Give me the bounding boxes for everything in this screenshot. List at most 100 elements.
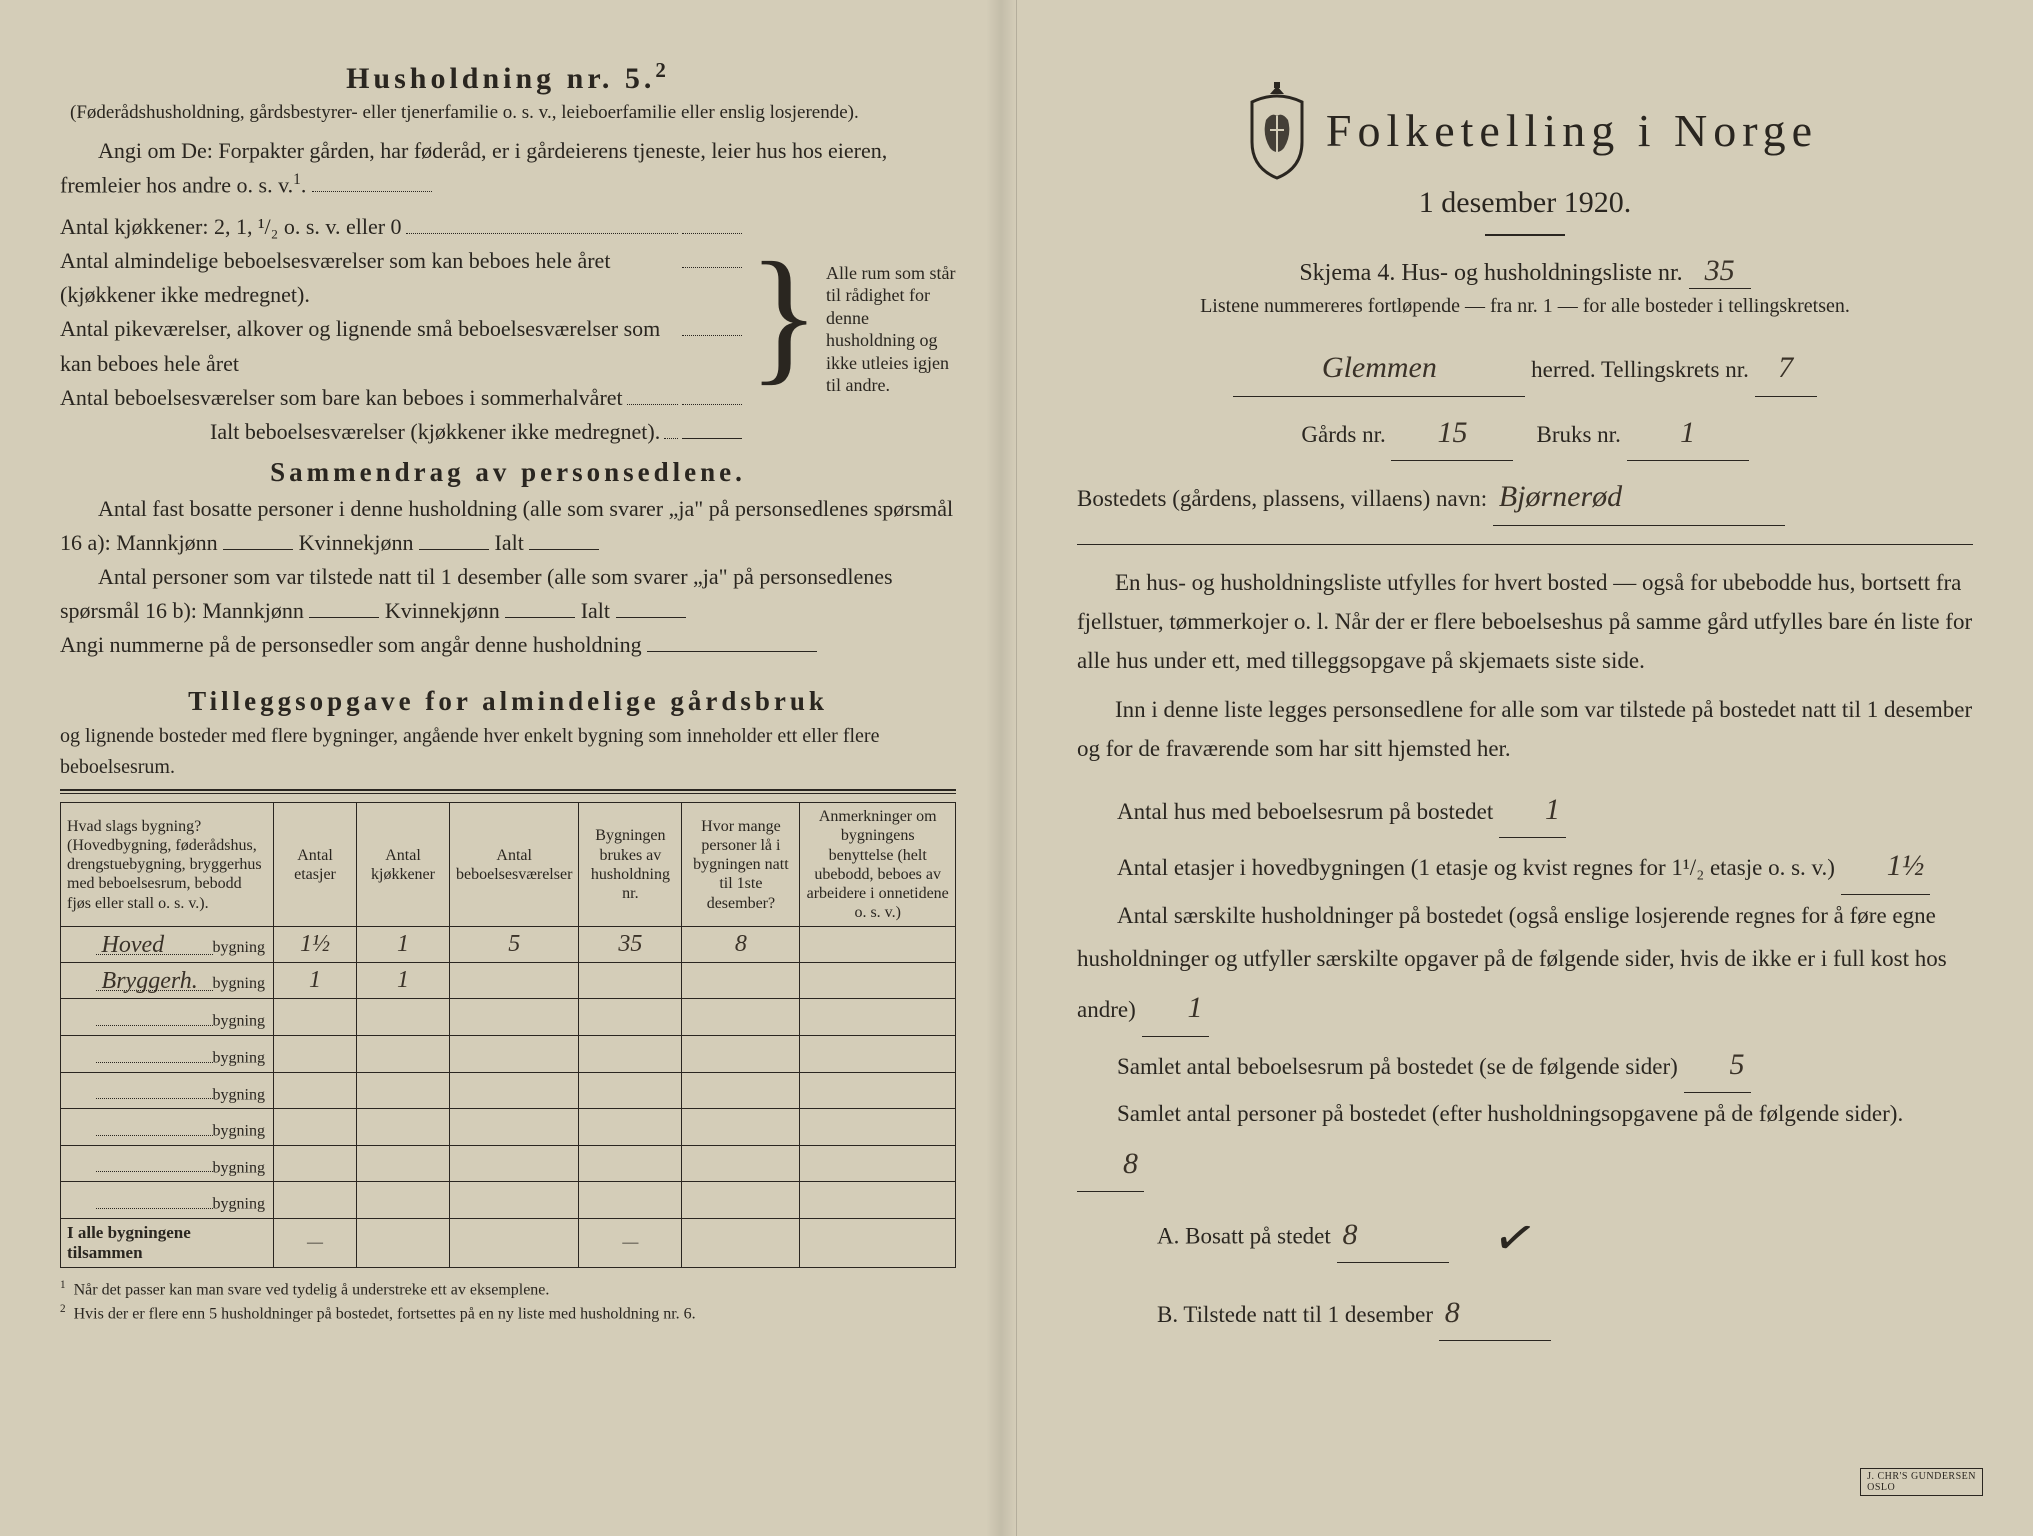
cell-kjokken — [357, 1182, 450, 1219]
sam-a-k: Kvinnekjønn — [299, 530, 414, 555]
cell-etasjer — [274, 1182, 357, 1219]
gard-label: Gårds nr. — [1301, 422, 1385, 447]
skjema-line: Skjema 4. Hus- og husholdningsliste nr. … — [1077, 254, 1973, 289]
questions: Antal hus med beboelsesrum på bostedet 1… — [1077, 782, 1973, 1341]
q2-value: 1½ — [1841, 838, 1931, 895]
cell-vaerelser — [450, 1036, 579, 1073]
cell-bygning: Bryggerh.bygning — [61, 963, 274, 999]
q4-label: Samlet antal beboelsesrum på bostedet (s… — [1117, 1054, 1678, 1079]
krets-value: 7 — [1755, 340, 1817, 397]
qA-label: A. Bosatt på stedet — [1157, 1224, 1331, 1249]
cell-anmerk — [800, 927, 956, 963]
listene-note: Listene nummereres fortløpende — fra nr.… — [1077, 295, 1973, 318]
table-header-row: Hvad slags bygning? (Hovedbygning, føder… — [61, 803, 956, 927]
footnote-1: Når det passer kan man svare ved tydelig… — [74, 1281, 550, 1298]
sum-dash: — — [579, 1218, 682, 1267]
rooms-b-row: Antal pikeværelser, alkover og lignende … — [60, 312, 742, 380]
table-row: bygning — [61, 1145, 956, 1182]
check-mark-icon: ✓ — [1485, 1189, 1545, 1288]
q5-value: 8 — [1077, 1136, 1144, 1193]
cell-etasjer — [274, 999, 357, 1036]
cell-husholdning: 35 — [579, 927, 682, 963]
th-husholdning: Bygningen brukes av husholdning nr. — [579, 803, 682, 927]
para2: Inn i denne liste legges personsedlene f… — [1077, 690, 1973, 768]
cell-vaerelser — [450, 999, 579, 1036]
q4-value: 5 — [1684, 1037, 1751, 1094]
sum-label: I alle bygningene tilsammen — [61, 1218, 274, 1267]
brace-note: Alle rum som står til rådighet for denne… — [826, 262, 956, 397]
angi-line: Angi om De: Forpakter gården, har føderå… — [60, 134, 956, 203]
cell-personer — [682, 1109, 800, 1146]
th-vaerelser: Antal beboelsesværelser — [450, 803, 579, 927]
h5-title: Husholdning nr. 5. — [346, 62, 655, 95]
cell-personer — [682, 963, 800, 999]
cell-bygning: bygning — [61, 1109, 274, 1146]
sam-c: Angi nummerne på de personsedler som ang… — [60, 632, 642, 657]
cell-husholdning — [579, 963, 682, 999]
cell-anmerk — [800, 963, 956, 999]
footnote-2: Hvis der er flere enn 5 husholdninger på… — [74, 1305, 696, 1322]
cell-husholdning — [579, 1072, 682, 1109]
table-row: bygning — [61, 1036, 956, 1073]
cell-personer: 8 — [682, 927, 800, 963]
bruks-value: 1 — [1627, 405, 1749, 462]
cell-anmerk — [800, 1036, 956, 1073]
cell-bygning: bygning — [61, 1072, 274, 1109]
header: Folketelling i Norge 1 desember 1920. — [1077, 80, 1973, 236]
herred-label: herred. Tellingskrets nr. — [1531, 357, 1749, 382]
bosted-value: Bjørnerød — [1493, 469, 1785, 526]
cell-personer — [682, 1036, 800, 1073]
q2-label: Antal etasjer i hovedbygningen (1 etasje… — [1117, 855, 1835, 880]
cell-kjokken — [357, 1145, 450, 1182]
sam-b-i: Ialt — [581, 598, 610, 623]
section-tillegg: Tilleggsopgave for almindelige gårdsbruk — [60, 686, 956, 717]
right-page: Folketelling i Norge 1 desember 1920. Sk… — [1017, 0, 2033, 1536]
cell-etasjer — [274, 1036, 357, 1073]
rooms-b-label: Antal pikeværelser, alkover og lignende … — [60, 312, 674, 380]
cell-husholdning — [579, 1145, 682, 1182]
th-kjokken: Antal kjøkkener — [357, 803, 450, 927]
rooms-block: Antal kjøkkener: 2, 1, ¹/₂ o. s. v. elle… — [60, 210, 956, 449]
rooms-c-row: Antal beboelsesværelser som bare kan beb… — [60, 381, 742, 415]
cell-bygning: bygning — [61, 1036, 274, 1073]
cell-husholdning — [579, 1182, 682, 1219]
angi-text: Angi om De: Forpakter gården, har føderå… — [60, 138, 887, 197]
cell-etasjer — [274, 1109, 357, 1146]
herred-line: Glemmen herred. Tellingskrets nr. 7 — [1077, 340, 1973, 397]
cell-vaerelser — [450, 1182, 579, 1219]
cell-anmerk — [800, 1072, 956, 1109]
cell-etasjer: 1½ — [274, 927, 357, 963]
kitchen-label: Antal kjøkkener: 2, 1, ¹/₂ o. s. v. elle… — [60, 210, 402, 244]
cell-husholdning — [579, 999, 682, 1036]
rooms-a-row: Antal almindelige beboelsesværelser som … — [60, 244, 742, 312]
sammendrag-body: Antal fast bosatte personer i denne hush… — [60, 492, 956, 662]
cell-bygning: Hovedbygning — [61, 927, 274, 963]
th-personer: Hvor mange personer lå i bygningen natt … — [682, 803, 800, 927]
th-etasjer: Antal etasjer — [274, 803, 357, 927]
th-bygning: Hvad slags bygning? (Hovedbygning, føder… — [61, 803, 274, 927]
main-title: Folketelling i Norge — [1326, 104, 1818, 157]
cell-kjokken — [357, 999, 450, 1036]
sam-a-i: Ialt — [495, 530, 524, 555]
qA-value: 8 — [1337, 1207, 1449, 1264]
footnotes: 1 Når det passer kan man svare ved tydel… — [60, 1278, 956, 1325]
cell-husholdning — [579, 1109, 682, 1146]
th-anmerk: Anmerkninger om bygningens benyttelse (h… — [800, 803, 956, 927]
coat-of-arms-icon — [1232, 80, 1322, 180]
cell-anmerk — [800, 1145, 956, 1182]
cell-personer — [682, 1072, 800, 1109]
table-row: bygning — [61, 1109, 956, 1146]
qB-label: B. Tilstede natt til 1 desember — [1157, 1302, 1433, 1327]
cell-vaerelser — [450, 1109, 579, 1146]
skjema-value: 35 — [1689, 254, 1751, 289]
cell-personer — [682, 1182, 800, 1219]
cell-kjokken — [357, 1109, 450, 1146]
cell-husholdning — [579, 1036, 682, 1073]
cell-anmerk — [800, 1109, 956, 1146]
cell-anmerk — [800, 1182, 956, 1219]
para1: En hus- og husholdningsliste utfylles fo… — [1077, 563, 1973, 680]
h5-sup: 2 — [655, 58, 670, 82]
cell-personer — [682, 999, 800, 1036]
table-row: Bryggerh.bygning11 — [61, 963, 956, 999]
document-spread: Husholdning nr. 5.2 (Føderådshusholdning… — [0, 0, 2033, 1536]
